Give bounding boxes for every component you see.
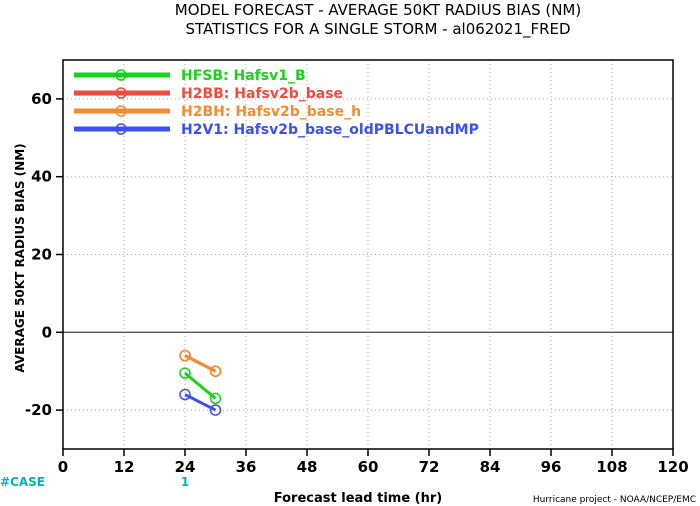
series-line bbox=[184, 371, 217, 400]
series bbox=[179, 349, 222, 416]
data-point bbox=[209, 404, 222, 416]
x-tick-label: 48 bbox=[297, 458, 318, 476]
data-point bbox=[179, 388, 191, 401]
y-tick-label: -20 bbox=[25, 401, 52, 419]
legend-label: H2BB: Hafsv2b_base bbox=[181, 86, 343, 102]
case-counts: 1 bbox=[181, 475, 189, 489]
y-tick-label: 20 bbox=[31, 246, 52, 264]
x-tick-label: 0 bbox=[58, 458, 68, 476]
y-axis: -20 0 20 40 60 bbox=[25, 90, 63, 419]
y-axis-label: AVERAGE 50KT RADIUS BIAS (NM) bbox=[13, 143, 27, 372]
legend-label: H2BH: Hafsv2b_base_h bbox=[181, 104, 361, 120]
x-tick-label: 96 bbox=[541, 458, 562, 476]
case-label: #CASE bbox=[0, 475, 45, 489]
x-tick-label: 72 bbox=[419, 458, 440, 476]
y-tick-label: 60 bbox=[31, 90, 52, 108]
legend-swatch-marker bbox=[115, 69, 127, 81]
chart-title-line2: STATISTICS FOR A SINGLE STORM - al062021… bbox=[185, 20, 570, 39]
data-point bbox=[209, 365, 222, 377]
x-axis-label: Forecast lead time (hr) bbox=[274, 491, 442, 506]
x-tick-label: 24 bbox=[175, 458, 196, 476]
x-tick-label: 12 bbox=[114, 458, 135, 476]
x-axis: 0 12 24 36 48 60 72 84 96 108 120 bbox=[58, 449, 689, 476]
data-point bbox=[179, 367, 191, 379]
credit-text: Hurricane project - NOAA/NCEP/EMC bbox=[533, 495, 696, 505]
x-tick-label: 84 bbox=[480, 458, 501, 476]
legend-swatch-marker bbox=[115, 87, 127, 99]
legend: HFSB: Hafsv1_B H2BB: Hafsv2b_base H2BH: Ha… bbox=[74, 68, 479, 138]
legend-swatch-marker bbox=[115, 105, 127, 117]
chart-title-line1: MODEL FORECAST - AVERAGE 50KT RADIUS BIA… bbox=[175, 1, 581, 19]
data-point bbox=[209, 392, 222, 405]
x-tick-label: 108 bbox=[596, 458, 627, 476]
legend-swatch-marker bbox=[115, 123, 127, 135]
x-tick-label: 36 bbox=[236, 458, 257, 476]
data-point bbox=[179, 349, 191, 362]
legend-label: HFSB: Hafsv1_B bbox=[181, 68, 306, 84]
grid bbox=[63, 60, 673, 449]
case-count: 1 bbox=[181, 475, 189, 489]
y-tick-label: 0 bbox=[42, 323, 52, 341]
y-tick-label: 40 bbox=[31, 168, 52, 186]
x-tick-label: 60 bbox=[358, 458, 379, 476]
x-tick-label: 120 bbox=[657, 458, 688, 476]
legend-label: H2V1: Hafsv2b_base_oldPBLCUandMP bbox=[181, 122, 479, 138]
